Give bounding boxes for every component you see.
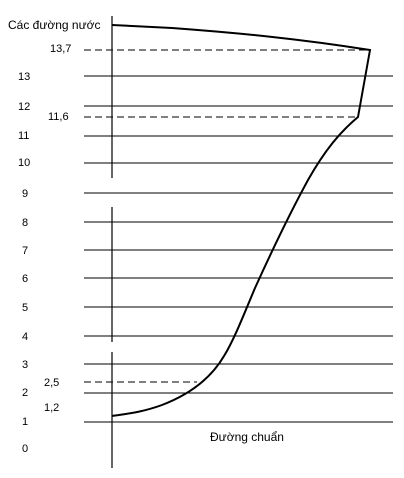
level-label-6: 6 bbox=[22, 273, 28, 285]
level-label-5: 5 bbox=[22, 302, 28, 314]
level-label-8: 8 bbox=[22, 217, 28, 229]
level-label-13: 13 bbox=[18, 71, 30, 83]
marked-level-13-7: 13,7 bbox=[50, 43, 71, 55]
marked-level-2-5: 2,5 bbox=[44, 377, 59, 389]
waterlines bbox=[84, 75, 393, 423]
dashed-markers bbox=[84, 49, 368, 383]
level-label-10: 10 bbox=[18, 157, 30, 169]
level-label-0: 0 bbox=[22, 443, 28, 455]
level-label-2: 2 bbox=[22, 387, 28, 399]
marked-level-11-6: 11,6 bbox=[48, 111, 69, 123]
level-label-3: 3 bbox=[22, 359, 28, 371]
diagram-title: Các đường nước bbox=[8, 18, 101, 32]
level-label-9: 9 bbox=[22, 188, 28, 200]
level-label-11: 11 bbox=[18, 130, 29, 142]
marked-level-1-2: 1,2 bbox=[44, 402, 59, 414]
level-label-12: 12 bbox=[18, 101, 30, 113]
level-label-1: 1 bbox=[22, 416, 28, 428]
baseline-label: Đường chuẩn bbox=[210, 430, 284, 444]
level-label-4: 4 bbox=[22, 331, 28, 343]
level-label-7: 7 bbox=[22, 245, 28, 257]
water-level-curve bbox=[111, 24, 372, 417]
